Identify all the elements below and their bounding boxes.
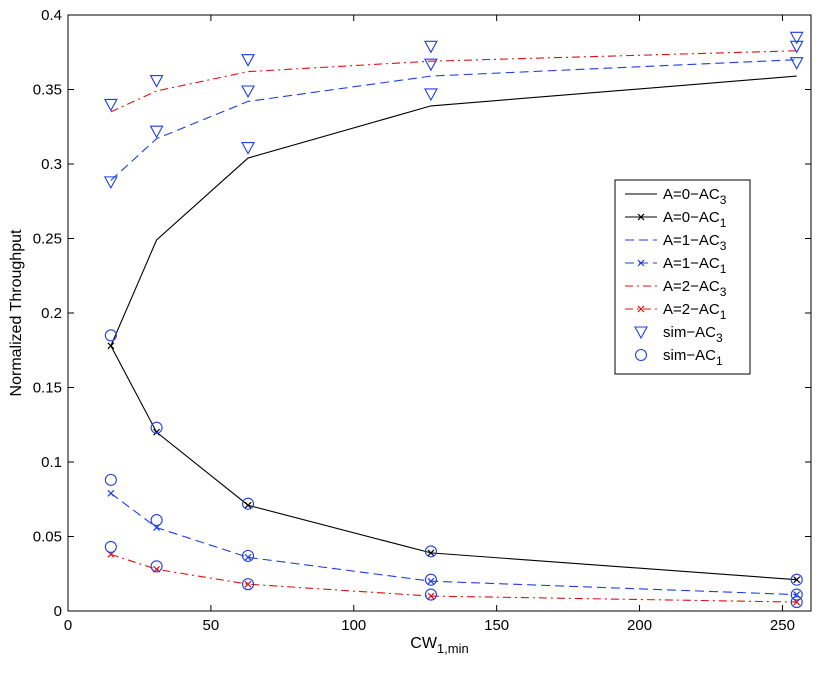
data-point <box>427 592 435 600</box>
legend-entry: A=0−AC1 <box>625 209 727 230</box>
legend-entry: A=2−AC1 <box>625 301 727 322</box>
data-point <box>241 578 255 591</box>
data-point <box>104 329 117 342</box>
data-point <box>424 545 437 558</box>
y-axis-label: Normalized Throughput <box>8 229 25 396</box>
series-7 <box>103 31 804 190</box>
series-6 <box>107 550 801 606</box>
legend-label: A=2−AC1 <box>663 301 727 322</box>
x-tick-label: 250 <box>770 617 795 634</box>
series-line <box>110 50 797 113</box>
series-5 <box>110 50 797 113</box>
x-tick-label: 100 <box>341 617 366 634</box>
data-point <box>241 85 255 99</box>
legend: A=0−AC3A=0−AC1A=1−AC3A=1−AC1A=2−AC3A=2−A… <box>614 179 751 375</box>
data-point <box>790 596 803 609</box>
series-1 <box>110 75 797 346</box>
legend-marker <box>634 348 648 362</box>
series-8 <box>104 329 803 609</box>
y-tick-label: 0 <box>54 603 62 620</box>
legend-label: A=0−AC1 <box>663 209 727 230</box>
x-axis-label: CW1,min <box>410 635 468 656</box>
data-point <box>424 40 438 54</box>
data-point <box>424 573 437 586</box>
series-line <box>110 75 797 346</box>
data-point <box>789 31 804 45</box>
data-point <box>790 573 803 586</box>
legend-entry: A=0−AC3 <box>625 186 727 207</box>
legend-label: sim−AC1 <box>663 347 723 368</box>
legend-label: sim−AC3 <box>663 324 723 345</box>
legend-label: A=2−AC3 <box>663 278 727 299</box>
data-point <box>244 553 252 561</box>
legend-marker <box>637 213 645 221</box>
y-tick-label: 0.35 <box>33 82 62 99</box>
series-line <box>110 345 797 581</box>
data-point <box>150 514 163 527</box>
legend-box <box>614 179 751 375</box>
data-point <box>789 57 804 70</box>
y-tick-label: 0.3 <box>41 156 62 173</box>
axes-layer: 0 50 100 150 200 250 0 0.05 0.1 0.15 0.2 0.25 0.3 0.3… <box>8 7 812 656</box>
data-point <box>424 88 438 102</box>
data-point <box>790 588 803 601</box>
series-line <box>110 553 797 603</box>
series-3 <box>110 59 797 181</box>
legend-entry: sim−AC1 <box>634 347 723 368</box>
data-point <box>241 497 255 510</box>
y-tick-label: 0.25 <box>33 231 62 248</box>
data-point <box>104 540 117 553</box>
x-tick-label: 200 <box>627 617 652 634</box>
legend-marker <box>637 305 645 313</box>
data-point <box>427 549 435 557</box>
series-2 <box>107 342 801 584</box>
legend-entry: A=2−AC3 <box>625 278 727 299</box>
data-point <box>424 58 438 72</box>
legend-marker <box>637 259 645 267</box>
data-point <box>150 560 163 573</box>
x-tick-label: 50 <box>203 617 220 634</box>
legend-label: A=0−AC3 <box>663 186 727 207</box>
data-point <box>107 489 115 497</box>
legend-entry: A=1−AC1 <box>625 255 727 276</box>
data-point <box>149 75 164 88</box>
y-tick-label: 0.2 <box>41 305 62 322</box>
data-point <box>150 421 163 434</box>
data-point <box>103 176 118 190</box>
data-point <box>149 125 164 139</box>
series-line <box>110 492 797 596</box>
x-tick-label: 0 <box>64 617 72 634</box>
data-point <box>427 577 435 585</box>
y-tick-label: 0.05 <box>33 529 62 546</box>
data-point <box>793 576 801 584</box>
data-point <box>104 473 117 486</box>
data-point <box>241 54 255 67</box>
data-point <box>107 342 115 350</box>
y-tick-label: 0.15 <box>33 380 62 397</box>
data-point <box>241 549 255 562</box>
data-point <box>241 142 255 155</box>
series-line <box>110 59 797 181</box>
legend-entry: sim−AC3 <box>634 324 723 345</box>
data-point <box>424 588 437 601</box>
y-tick-label: 0.4 <box>41 7 62 24</box>
x-tick-label: 150 <box>484 617 509 634</box>
data-point <box>153 428 161 436</box>
data-point <box>244 580 252 588</box>
legend-label: A=1−AC3 <box>663 232 727 253</box>
series-4 <box>107 489 801 599</box>
data-point <box>789 40 804 54</box>
legend-label: A=1−AC1 <box>663 255 727 276</box>
legend-marker <box>634 326 648 340</box>
data-point <box>103 98 118 112</box>
y-tick-label: 0.1 <box>41 454 62 471</box>
series-layer <box>103 31 804 609</box>
data-point <box>244 501 252 509</box>
legend-entry: A=1−AC3 <box>625 232 727 253</box>
